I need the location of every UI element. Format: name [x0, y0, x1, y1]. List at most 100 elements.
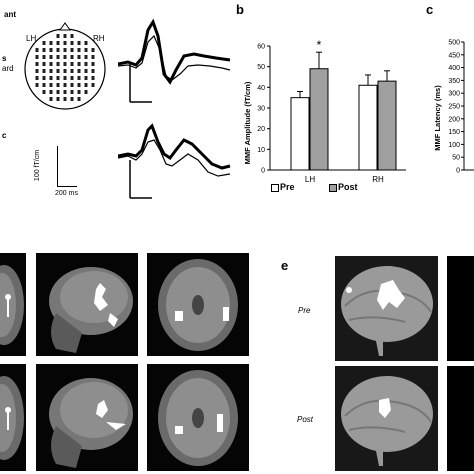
waveform-top [118, 18, 231, 103]
sensor-dot [70, 34, 74, 38]
panel-label-e: e [281, 258, 289, 273]
mri-coronal-pre [0, 253, 26, 356]
latency-ytick-label: 200 [448, 116, 460, 123]
sensor-head-map [24, 22, 106, 110]
latency-ytick-label: 300 [448, 91, 460, 98]
bar-rh-post [377, 80, 397, 171]
sensor-dot [42, 48, 46, 52]
sensor-dot [35, 69, 39, 73]
sensor-dot [42, 76, 46, 80]
sensor-dot [63, 48, 67, 52]
amplitude-ytick-label: 30 [257, 106, 265, 113]
sensor-dot [77, 90, 81, 94]
sensor-dot [49, 97, 53, 101]
sensor-dot [49, 48, 53, 52]
row-label-pre: Pre [298, 306, 311, 315]
latency-ytick-label: 400 [448, 65, 460, 72]
sensor-dot [77, 83, 81, 87]
sensor-dot [91, 55, 95, 59]
sensor-dot [56, 62, 60, 66]
amplitude-ytick-label: 20 [257, 126, 265, 133]
sensor-dot [56, 34, 60, 38]
panel-label-c: c [426, 2, 434, 17]
mri-coronal-post [0, 364, 26, 471]
sensor-dot [84, 90, 88, 94]
head-label-lh: LH [26, 34, 37, 43]
sensor-dot [63, 90, 67, 94]
sensor-dot [91, 76, 95, 80]
mri-axial-post [147, 364, 249, 471]
sensor-dot [42, 69, 46, 73]
amplitude-ytick-label: 40 [257, 85, 265, 92]
sensor-dot [77, 97, 81, 101]
sensor-dot [35, 83, 39, 87]
sensor-dot [49, 90, 53, 94]
legend-post-label: Post [338, 182, 358, 192]
brain-render-post [335, 366, 438, 471]
sensor-dot [63, 76, 67, 80]
brain-render-pre [335, 256, 438, 361]
brain-render-pre-cropped [447, 256, 474, 361]
latency-ytick-label: 350 [448, 78, 460, 85]
sensor-dot [91, 83, 95, 87]
sensor-dot [63, 97, 67, 101]
sensor-dot [49, 41, 53, 45]
amplitude-y-axis: 0 10 20 30 40 50 60 [257, 44, 271, 175]
sensor-dot [70, 69, 74, 73]
sensor-dot [56, 55, 60, 59]
sensor-dot [70, 55, 74, 59]
sensor-dot [70, 97, 74, 101]
sensor-dot [91, 69, 95, 73]
latency-ytick-label: 100 [448, 142, 460, 149]
latency-ytick-label: 150 [448, 129, 460, 136]
amplitude-bar-chart: MMF Amplitude (fT/cm) 0 10 20 30 40 50 60 * LH… [243, 38, 406, 184]
sensor-dot [42, 41, 46, 45]
head-label-rh: RH [93, 34, 105, 43]
amplitude-ylabel: MMF Amplitude (fT/cm) [243, 81, 252, 164]
head-label-s: s [2, 54, 7, 63]
scale-bar-horizontal [57, 186, 77, 187]
latency-ytick-label: 500 [448, 40, 460, 47]
sensor-dot [84, 76, 88, 80]
sensor-dot [63, 55, 67, 59]
sensor-dot [49, 62, 53, 66]
latency-ytick-label: 50 [452, 155, 460, 162]
sensor-dot [35, 62, 39, 66]
sensor-dot [84, 41, 88, 45]
sensor-dot [84, 83, 88, 87]
scale-bar-vertical [57, 146, 58, 186]
sensor-dot [56, 90, 60, 94]
latency-y-axis: 0 50 100 150 200 250 300 350 400 450 500 [448, 40, 474, 175]
sensor-dot [91, 48, 95, 52]
sensor-dot [84, 55, 88, 59]
sensor-dot [42, 90, 46, 94]
sensor-dot [35, 55, 39, 59]
sensor-dot [77, 41, 81, 45]
waveform-bottom [118, 123, 231, 199]
sensor-dot [91, 62, 95, 66]
sensor-dot [84, 48, 88, 52]
bar-lh-post [309, 68, 329, 171]
sensor-dot [49, 69, 53, 73]
legend-post-swatch [329, 184, 337, 192]
sensor-dot [63, 62, 67, 66]
sensor-dot [63, 41, 67, 45]
sensor-dot [42, 55, 46, 59]
row-label-post: Post [297, 415, 314, 424]
amplitude-bars: * [290, 38, 397, 171]
bar-rh-pre [358, 84, 378, 171]
mri-sagittal-pre [36, 253, 138, 356]
sensor-dot [35, 76, 39, 80]
amplitude-x-axis: LH RH [270, 169, 406, 184]
mri-axial-pre [147, 253, 249, 356]
head-label-ard: ard [2, 64, 14, 73]
scale-label-ms: 200 ms [55, 190, 78, 197]
sensor-dot [42, 62, 46, 66]
sensor-dot [56, 83, 60, 87]
panel-label-b: b [236, 2, 244, 17]
sensor-dot [77, 62, 81, 66]
sensor-dot [56, 48, 60, 52]
sensor-dot [70, 90, 74, 94]
mri-sagittal-post [36, 364, 138, 471]
legend-pre-label: Pre [280, 182, 295, 192]
